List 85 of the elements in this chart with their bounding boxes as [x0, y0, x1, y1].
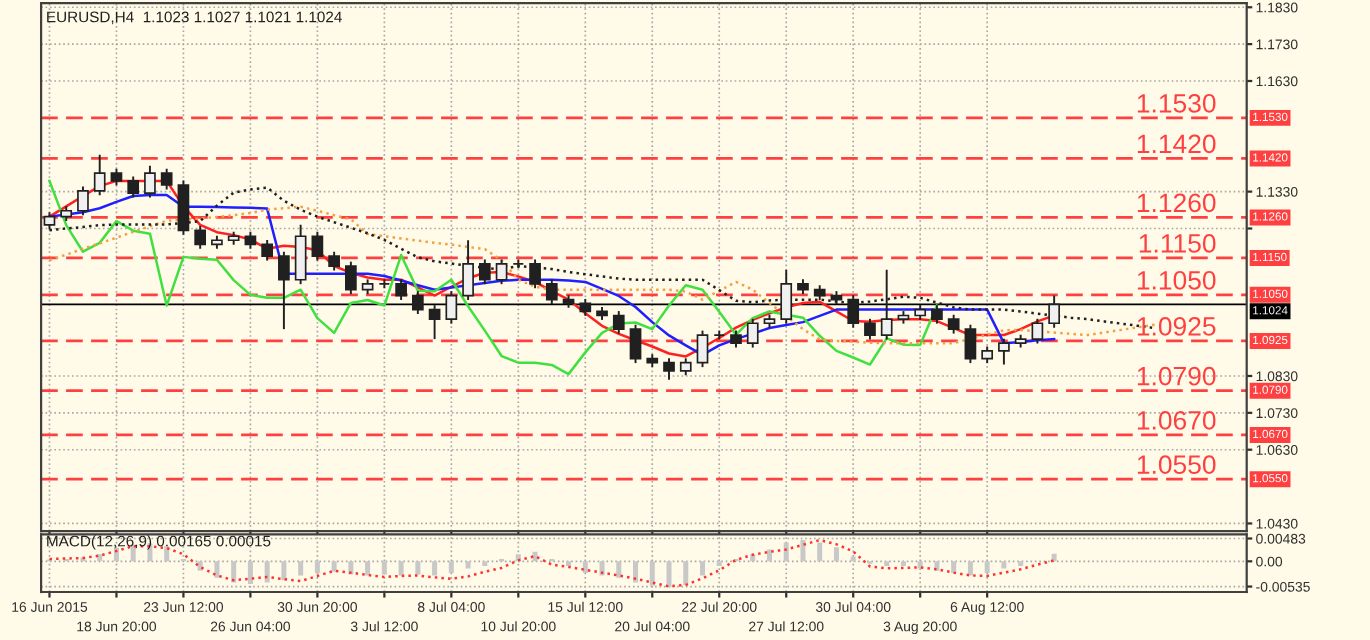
bar: [415, 561, 421, 575]
bar: [331, 561, 337, 572]
bar: [314, 561, 320, 574]
bar: [566, 561, 572, 567]
bar: [247, 561, 253, 584]
bar: [482, 561, 488, 567]
candlestick: [428, 304, 441, 341]
bar: [633, 561, 639, 583]
bar: [381, 561, 387, 575]
candlestick: [964, 323, 977, 365]
candlestick: [780, 268, 793, 325]
bar: [231, 561, 237, 583]
candlestick: [411, 290, 424, 315]
candlestick: [478, 258, 491, 286]
candlestick: [261, 238, 274, 262]
ref-line-label: 1.0925: [1137, 317, 1216, 336]
bar: [833, 547, 839, 562]
candlestick: [395, 278, 407, 301]
candlestick: [545, 278, 558, 306]
candlestick: [998, 337, 1010, 366]
bar: [699, 561, 706, 576]
candlestick: [696, 329, 709, 369]
bar: [1018, 561, 1024, 567]
ref-line-label: 1.1530: [1137, 93, 1216, 113]
candlestick: [629, 323, 642, 365]
bar: [298, 561, 304, 576]
candlestick: [144, 164, 156, 199]
bar: [884, 561, 890, 567]
bar: [616, 561, 622, 578]
bar: [1001, 561, 1007, 569]
ref-line-label: 1.1260: [1137, 193, 1216, 213]
bar: [448, 561, 454, 574]
candlestick: [328, 250, 340, 272]
bar: [348, 561, 354, 575]
bar: [900, 561, 906, 567]
line-series: [48, 179, 939, 376]
bar: [113, 548, 119, 562]
bar: [264, 561, 270, 583]
bar: [716, 561, 722, 567]
ref-line-label: 1.1050: [1137, 270, 1216, 290]
bar: [97, 554, 103, 562]
candlestick: [194, 224, 207, 250]
candlestick: [663, 357, 675, 381]
candlestick: [278, 250, 290, 331]
candlestick: [445, 290, 458, 325]
ref-line-label: 1.0790: [1137, 366, 1216, 386]
bar: [398, 561, 404, 576]
candlestick: [529, 258, 541, 290]
candlestick: [495, 258, 508, 286]
candlestick: [93, 153, 106, 197]
bar: [666, 561, 672, 588]
bar: [984, 561, 990, 574]
bar: [164, 546, 170, 562]
line-series: [48, 538, 1056, 588]
candlestick: [160, 167, 173, 191]
bar: [934, 561, 940, 571]
bar: [599, 561, 605, 576]
bar: [281, 561, 287, 581]
bar: [649, 561, 655, 586]
candlestick: [77, 185, 89, 217]
bar: [432, 561, 438, 576]
bar: [214, 561, 220, 578]
candlestick: [1031, 317, 1044, 345]
candlestick: [311, 230, 324, 262]
bar: [800, 540, 806, 562]
bar: [365, 561, 371, 576]
candlestick: [931, 304, 943, 325]
candlestick: [864, 317, 876, 341]
ref-line-label: 1.0550: [1137, 455, 1216, 474]
candlestick: [612, 310, 625, 335]
candlestick: [746, 317, 759, 349]
bar: [582, 561, 588, 574]
candlestick: [294, 223, 307, 286]
ref-line-label: 1.1420: [1137, 134, 1216, 154]
candlestick: [127, 175, 140, 199]
candlestick: [462, 239, 474, 301]
candlestick: [947, 313, 960, 335]
bar: [817, 542, 823, 562]
bar: [951, 561, 957, 574]
ref-line-label: 1.0670: [1137, 411, 1216, 430]
candlestick: [345, 260, 357, 296]
bar: [967, 561, 973, 576]
ref-line-label: 1.1150: [1139, 234, 1216, 253]
bar: [683, 561, 689, 585]
bar: [465, 561, 471, 569]
